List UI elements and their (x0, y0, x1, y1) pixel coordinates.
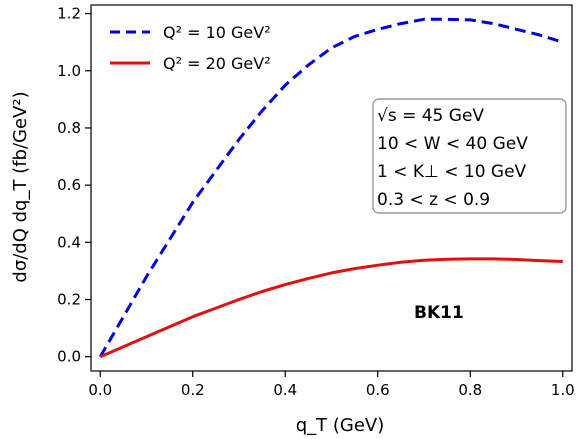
y-tick-label: 0.4 (57, 233, 81, 251)
x-tick-label: 0.6 (366, 381, 390, 399)
legend-label-q2-10: Q² = 10 GeV² (163, 23, 271, 42)
y-tick-label: 1.2 (57, 5, 81, 23)
y-tick-label: 0.6 (57, 176, 81, 194)
plot-frame (90, 4, 573, 372)
y-tick-label: 1.0 (57, 62, 81, 80)
info-line-w: 10 < W < 40 GeV (377, 134, 528, 154)
y-tick-label: 0.8 (57, 119, 81, 137)
x-tick-label: 0.0 (88, 381, 112, 399)
x-tick-label: 1.0 (551, 381, 575, 399)
x-tick-label: 0.8 (458, 381, 482, 399)
x-axis-label: q_T (GeV) (296, 415, 385, 436)
kinematics-info-box: √s = 45 GeV 10 < W < 40 GeV 1 < K⊥ < 10 … (372, 98, 567, 214)
series-line-q2-20 (99, 257, 563, 359)
x-tick-label: 0.2 (181, 381, 205, 399)
plot-area: 0.0 0.2 0.4 0.6 0.8 1.0 0.0 0.2 0.4 0.6 0.8 1.0 1.2 (57, 5, 575, 399)
info-line-sqrt-s: √s = 45 GeV (377, 106, 484, 126)
info-line-z: 0.3 < z < 0.9 (377, 190, 490, 210)
info-box-frame (372, 98, 567, 214)
y-tick-label: 0.2 (57, 291, 81, 309)
y-tick-label: 0.0 (57, 348, 81, 366)
info-line-k-perp: 1 < K⊥ < 10 GeV (377, 162, 527, 182)
series-line-q2-10 (99, 17, 564, 358)
legend: Q² = 10 GeV² Q² = 20 GeV² (110, 23, 271, 73)
x-tick-label: 0.4 (273, 381, 297, 399)
legend-label-q2-20: Q² = 20 GeV² (163, 54, 271, 73)
tag-bk11: BK11 (414, 303, 464, 323)
y-axis-label: dσ/dQ dq_T (fb/GeV²) (10, 91, 31, 282)
